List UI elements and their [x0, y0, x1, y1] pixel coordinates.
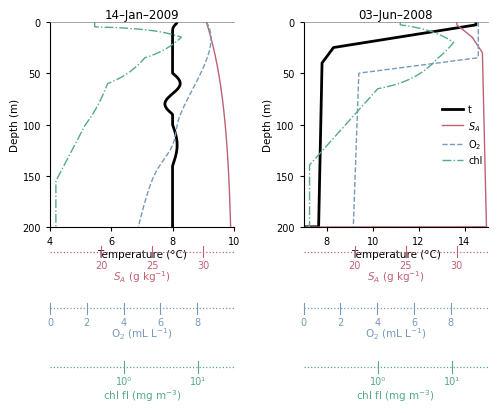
- Text: 10¹: 10¹: [444, 376, 460, 386]
- Legend: t, $S_A$, O$_2$, chl: t, $S_A$, O$_2$, chl: [442, 105, 482, 166]
- Text: 4: 4: [374, 317, 380, 327]
- Text: 6: 6: [411, 317, 417, 327]
- Text: $S_A$ (g kg$^{-1}$): $S_A$ (g kg$^{-1}$): [113, 268, 171, 285]
- Text: 10⁰: 10⁰: [370, 376, 386, 386]
- Text: 2: 2: [338, 317, 344, 327]
- Title: 14–Jan–2009: 14–Jan–2009: [104, 9, 179, 21]
- X-axis label: Temperature (°C): Temperature (°C): [97, 249, 187, 259]
- Y-axis label: Depth (m): Depth (m): [10, 99, 20, 152]
- X-axis label: Temperature (°C): Temperature (°C): [350, 249, 440, 259]
- Text: 0: 0: [47, 317, 53, 327]
- Text: 25: 25: [146, 260, 158, 271]
- Text: 10⁰: 10⁰: [116, 376, 132, 386]
- Text: 8: 8: [194, 317, 200, 327]
- Text: O$_2$ (mL L$^{-1}$): O$_2$ (mL L$^{-1}$): [364, 325, 426, 341]
- Text: chl fl (mg m$^{-3}$): chl fl (mg m$^{-3}$): [356, 387, 435, 403]
- Text: 30: 30: [197, 260, 209, 271]
- Text: 20: 20: [95, 260, 107, 271]
- Text: 30: 30: [450, 260, 463, 271]
- Y-axis label: Depth (m): Depth (m): [264, 99, 274, 152]
- Text: $S_A$ (g kg$^{-1}$): $S_A$ (g kg$^{-1}$): [366, 268, 424, 285]
- Text: 8: 8: [448, 317, 454, 327]
- Text: chl fl (mg m$^{-3}$): chl fl (mg m$^{-3}$): [102, 387, 181, 403]
- Text: 4: 4: [120, 317, 126, 327]
- Text: 0: 0: [300, 317, 306, 327]
- Text: 20: 20: [348, 260, 361, 271]
- Text: 6: 6: [157, 317, 164, 327]
- Text: 25: 25: [400, 260, 412, 271]
- Text: 2: 2: [84, 317, 90, 327]
- Text: 10¹: 10¹: [190, 376, 206, 386]
- Text: O$_2$ (mL L$^{-1}$): O$_2$ (mL L$^{-1}$): [111, 325, 173, 341]
- Title: 03–Jun–2008: 03–Jun–2008: [358, 9, 433, 21]
